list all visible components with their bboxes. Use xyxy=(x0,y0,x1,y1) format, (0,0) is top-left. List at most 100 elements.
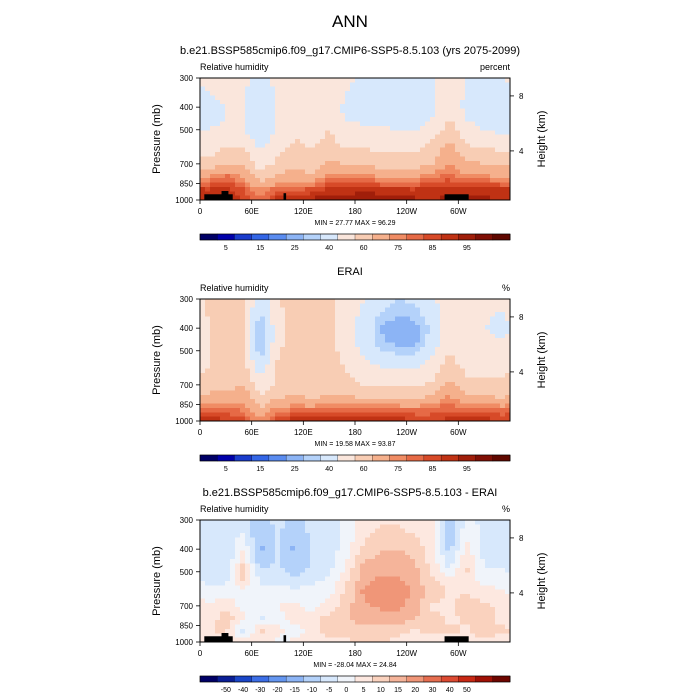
contour-cell xyxy=(425,554,431,560)
contour-cell xyxy=(390,373,396,379)
contour-cell xyxy=(270,108,276,114)
contour-cell xyxy=(220,602,226,608)
contour-cell xyxy=(285,329,291,335)
contour-cell xyxy=(490,178,496,184)
contour-cell xyxy=(325,299,331,304)
contour-cell xyxy=(250,533,256,539)
contour-cell xyxy=(235,602,241,608)
contour-cell xyxy=(425,550,431,556)
contour-cell xyxy=(415,338,421,344)
contour-cell xyxy=(220,333,226,339)
contour-cell xyxy=(435,403,441,409)
contour-cell xyxy=(460,585,466,591)
contour-cell xyxy=(505,567,511,573)
contour-cell xyxy=(305,139,311,144)
contour-cell xyxy=(435,86,441,92)
contour-cell xyxy=(490,554,496,560)
contour-cell xyxy=(470,112,476,118)
contour-cell xyxy=(250,377,256,383)
contour-cell xyxy=(460,338,466,344)
contour-cell xyxy=(435,412,441,418)
contour-cell xyxy=(335,351,341,357)
contour-cell xyxy=(350,333,356,339)
y-tick-label: 300 xyxy=(180,295,194,304)
contour-cell xyxy=(200,86,206,92)
contour-cell xyxy=(425,611,431,617)
contour-cell xyxy=(345,182,351,188)
contour-cell xyxy=(280,559,286,565)
contour-cell xyxy=(470,581,476,586)
contour-cell xyxy=(340,611,346,617)
contour-cell xyxy=(200,312,206,318)
contour-cell xyxy=(220,351,226,357)
contour-cell xyxy=(460,346,466,352)
contour-cell xyxy=(225,581,231,586)
contour-cell xyxy=(220,550,226,556)
contour-cell xyxy=(435,299,441,304)
contour-cell xyxy=(440,412,446,418)
contour-cell xyxy=(270,329,276,335)
contour-cell xyxy=(255,567,261,573)
contour-cell xyxy=(420,537,426,543)
contour-cell xyxy=(230,399,236,405)
contour-cell xyxy=(305,117,311,123)
contour-cell xyxy=(315,528,321,534)
contour-cell xyxy=(320,594,326,600)
contour-cell xyxy=(260,394,266,400)
contour-cell xyxy=(300,528,306,534)
contour-cell xyxy=(210,299,216,304)
contour-cell xyxy=(500,156,506,162)
contour-cell xyxy=(440,95,446,101)
contour-cell xyxy=(390,351,396,357)
x-tick-label: 60W xyxy=(450,207,467,216)
contour-cell xyxy=(215,99,221,105)
contour-cell xyxy=(425,320,431,326)
contour-cell xyxy=(350,541,356,547)
contour-cell xyxy=(445,134,451,140)
contour-cell xyxy=(485,602,491,608)
contour-cell xyxy=(230,563,236,569)
contour-cell xyxy=(465,338,471,344)
contour-cell xyxy=(200,407,206,413)
contour-cell xyxy=(265,130,271,136)
contour-cell xyxy=(255,82,261,88)
contour-cell xyxy=(345,355,351,361)
contour-cell xyxy=(485,399,491,405)
colorbar-box xyxy=(423,454,442,462)
contour-cell xyxy=(300,329,306,335)
min-max-label: MIN = 27.77 MAX = 96.29 xyxy=(315,220,396,227)
contour-cell xyxy=(450,169,456,175)
contour-cell xyxy=(410,360,416,365)
contour-cell xyxy=(320,346,326,352)
contour-cell xyxy=(235,567,241,573)
contour-cell xyxy=(275,342,281,348)
contour-cell xyxy=(505,182,511,188)
contour-cell xyxy=(465,86,471,92)
contour-cell xyxy=(315,165,321,171)
contour-cell xyxy=(375,303,381,309)
contour-cell xyxy=(250,329,256,335)
contour-cell xyxy=(465,550,471,556)
contour-cell xyxy=(325,390,331,396)
contour-cell xyxy=(490,390,496,396)
contour-cell xyxy=(225,412,231,418)
contour-cell xyxy=(385,312,391,318)
contour-cell xyxy=(440,377,446,383)
contour-cell xyxy=(365,338,371,344)
contour-cell xyxy=(355,572,361,578)
contour-cell xyxy=(360,368,366,374)
contour-cell xyxy=(460,121,466,127)
contour-cell xyxy=(250,333,256,339)
contour-cell xyxy=(330,589,336,595)
contour-cell xyxy=(270,524,276,530)
contour-cell xyxy=(210,607,216,613)
contour-cell xyxy=(215,346,221,352)
contour-cell xyxy=(200,546,206,552)
contour-cell xyxy=(260,143,266,149)
contour-cell xyxy=(290,156,296,162)
contour-cell xyxy=(290,581,296,586)
contour-cell xyxy=(310,550,316,556)
contour-cell xyxy=(395,95,401,101)
contour-cell xyxy=(480,546,486,552)
contour-cell xyxy=(295,594,301,600)
